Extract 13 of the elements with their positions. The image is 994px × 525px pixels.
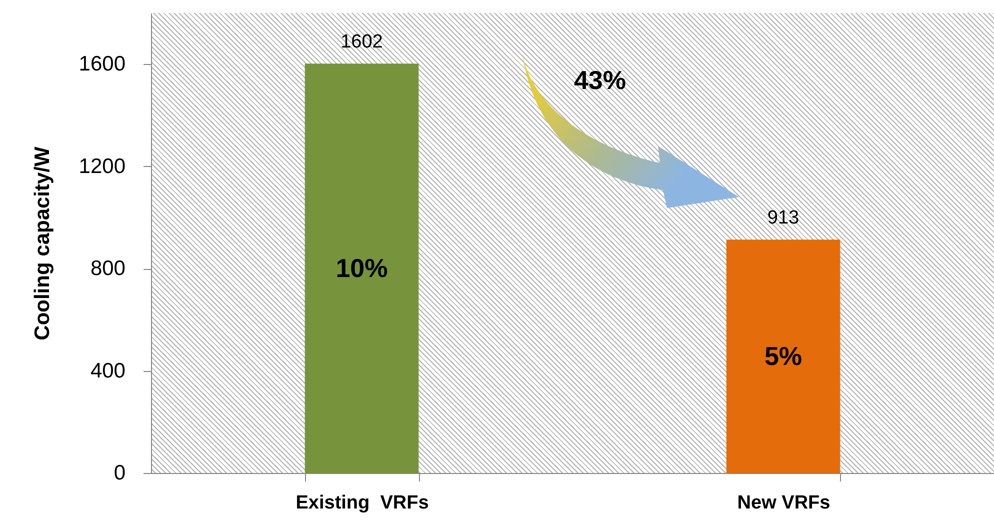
- x-tick-label: New VRFs: [737, 492, 830, 514]
- annotation: 43%: [574, 65, 626, 95]
- y-tick-label: 1600: [78, 52, 126, 76]
- data-label: 913: [767, 208, 800, 229]
- annotation: 5%: [764, 341, 802, 372]
- annotation: 10%: [336, 253, 388, 284]
- data-label: 1602: [340, 32, 383, 53]
- y-tick-label: 400: [90, 359, 126, 382]
- y-tick-label: 0: [114, 462, 126, 484]
- y-tick-label: 1200: [78, 154, 126, 178]
- x-tick-label: Existing VRFs: [296, 492, 429, 514]
- y-axis-title: Cooling capacity/W: [30, 146, 54, 340]
- y-tick-label: 800: [90, 257, 126, 280]
